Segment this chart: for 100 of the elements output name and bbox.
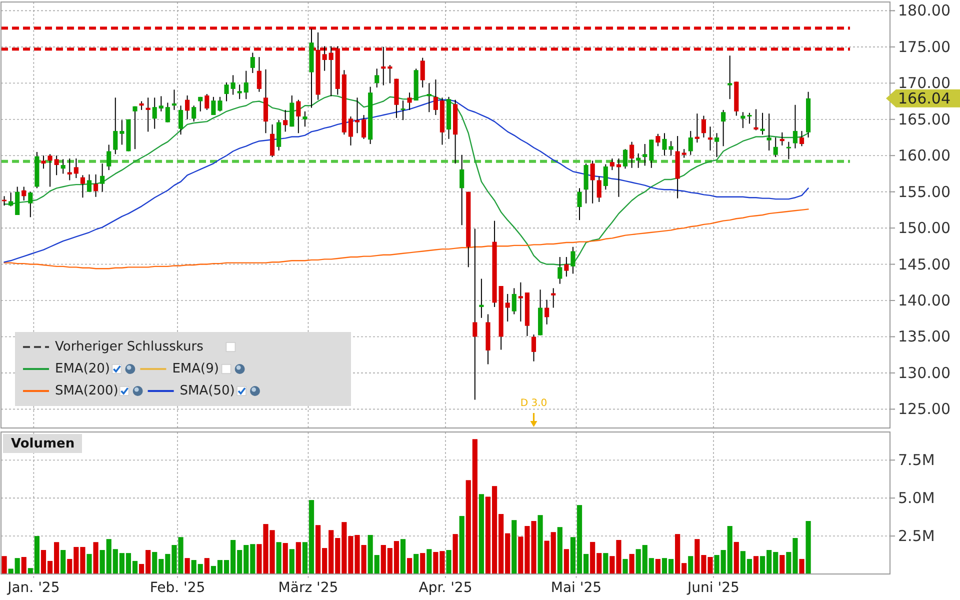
candlestick xyxy=(192,105,196,122)
candlestick xyxy=(610,158,614,171)
y-tick-label: 135.00 xyxy=(898,328,950,346)
candlestick xyxy=(747,112,752,124)
bar xyxy=(2,556,7,574)
candlestick xyxy=(426,82,432,113)
bar xyxy=(799,558,804,574)
bar xyxy=(60,550,66,574)
candlestick xyxy=(86,174,92,192)
legend-label: Vorheriger Schlusskurs xyxy=(55,340,204,354)
y-tick-label: 140.00 xyxy=(898,291,950,310)
candlestick xyxy=(270,124,275,158)
bar xyxy=(622,558,628,574)
y-tick-label: 7.5M xyxy=(898,451,935,470)
x-tick-label: März '25 xyxy=(278,580,338,596)
candlestick xyxy=(132,106,138,150)
legend-label: EMA(20) xyxy=(55,362,110,376)
bar xyxy=(629,554,634,574)
candlestick xyxy=(740,112,746,129)
bar xyxy=(414,554,419,574)
candlestick xyxy=(622,148,628,170)
candlestick xyxy=(198,96,203,112)
candlestick xyxy=(773,136,778,158)
candlestick xyxy=(642,144,648,166)
bar xyxy=(512,520,517,574)
x-tick-label: Feb. '25 xyxy=(150,580,206,596)
candlestick xyxy=(766,113,772,152)
bar xyxy=(478,494,484,574)
candlestick xyxy=(60,158,66,174)
candlestick xyxy=(603,164,608,190)
candlestick xyxy=(250,52,255,74)
x-tick-label: Jan. '25 xyxy=(6,580,60,596)
candlestick xyxy=(721,109,726,147)
legend-label: EMA(9) xyxy=(172,362,219,376)
candlestick xyxy=(656,133,660,147)
bar xyxy=(753,556,759,574)
candlestick xyxy=(74,158,78,179)
candlestick xyxy=(290,94,294,128)
annotation: D 3.0 xyxy=(520,398,548,409)
bar xyxy=(86,554,92,574)
bar xyxy=(806,520,811,574)
candlestick xyxy=(185,94,190,120)
candlestick xyxy=(512,288,516,315)
candlestick xyxy=(178,105,184,136)
y-tick-label: 180.00 xyxy=(898,2,950,20)
candlestick xyxy=(596,176,602,202)
candlestick xyxy=(48,154,52,188)
x-tick-label: Juni '25 xyxy=(686,580,740,596)
candlestick xyxy=(54,155,59,176)
candlestick xyxy=(400,100,406,121)
candlestick xyxy=(714,132,720,158)
candlestick xyxy=(407,92,412,110)
x-tick-label: Apr. '25 xyxy=(418,580,472,596)
y-tick-label: 150.00 xyxy=(898,219,950,238)
candlestick xyxy=(211,96,216,116)
candlestick xyxy=(558,256,562,284)
bar xyxy=(459,516,464,574)
candlestick xyxy=(8,192,14,207)
candlestick xyxy=(701,115,706,138)
candlestick xyxy=(224,82,229,102)
bar xyxy=(688,556,694,574)
bar xyxy=(400,539,406,574)
bar xyxy=(93,542,98,574)
candlestick xyxy=(204,94,210,110)
candlestick xyxy=(570,246,576,274)
x-tick-label: Mai '25 xyxy=(550,580,602,596)
candlestick xyxy=(362,114,366,140)
candlestick xyxy=(15,186,20,216)
bar xyxy=(446,550,452,574)
y-tick-label: 2.5M xyxy=(898,527,935,546)
candlestick xyxy=(544,299,550,325)
candlestick xyxy=(113,97,118,155)
candlestick xyxy=(165,102,170,123)
legend-label: SMA(50) xyxy=(180,384,235,398)
candlestick xyxy=(218,96,222,112)
candlestick xyxy=(296,99,301,134)
y-tick-label: 5.0M xyxy=(898,489,935,508)
candlestick xyxy=(172,89,177,110)
candlestick xyxy=(688,130,693,156)
candlestick xyxy=(263,68,268,134)
bar xyxy=(184,558,190,574)
chart-title: Volumen xyxy=(11,436,75,452)
bar xyxy=(204,558,210,574)
y-tick-label: 175.00 xyxy=(898,38,950,56)
candlestick xyxy=(420,57,425,88)
candlestick xyxy=(28,191,33,218)
y-tick-label: 165.00 xyxy=(898,110,950,128)
candlestick xyxy=(302,110,308,128)
candlestick xyxy=(433,79,438,116)
candlestick xyxy=(590,160,595,204)
candlestick xyxy=(158,96,164,112)
candlestick xyxy=(786,141,791,160)
y-tick-label: 130.00 xyxy=(898,364,950,382)
candlestick xyxy=(22,186,26,202)
bar xyxy=(296,542,301,574)
bar xyxy=(538,515,543,574)
candlestick xyxy=(120,120,124,146)
bar xyxy=(557,527,562,574)
candlestick xyxy=(518,282,523,322)
bar xyxy=(655,558,660,574)
